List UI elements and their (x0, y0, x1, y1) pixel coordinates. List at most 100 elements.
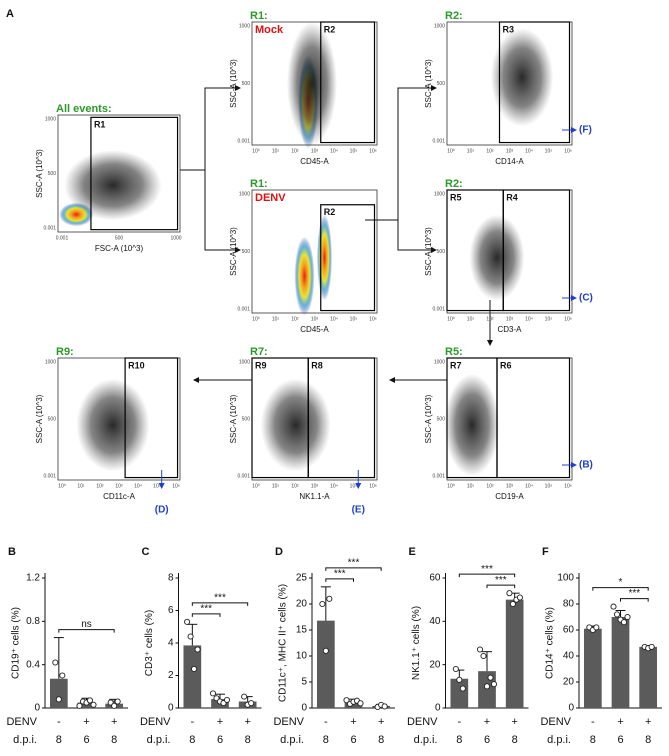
x-category-label: + (511, 716, 517, 728)
gate-label: R8 (311, 360, 323, 370)
x-category-label: - (190, 716, 194, 728)
x-tick-label: 10¹ (77, 483, 85, 489)
y-tick-label: 0.001 (237, 306, 250, 312)
data-point (509, 600, 516, 608)
x-category-label: + (83, 716, 89, 728)
x-axis-label: CD45-A (300, 325, 329, 334)
plot-frame (251, 189, 378, 314)
gate-label: R9 (255, 360, 267, 370)
panel-label: E (409, 546, 416, 558)
data-point (613, 611, 621, 618)
x-axis-label: CD11c-A (103, 492, 136, 501)
data-point (184, 618, 191, 625)
density-cloud (317, 214, 332, 301)
x-tick-label: 500 (115, 235, 124, 241)
y-axis-label: SSC-A (10^3) (35, 149, 44, 198)
gate-label: R1 (94, 120, 106, 130)
x-tick-label: 10⁵ (350, 148, 358, 154)
x-tick-label: 10² (486, 148, 494, 154)
y-axis-label: CD14⁺ cells (%) (545, 607, 556, 679)
plot-frame (57, 114, 181, 233)
y-tick-label: 0.001 (432, 138, 445, 144)
data-point (459, 685, 466, 692)
data-point (194, 646, 201, 653)
row-label: DENV (540, 716, 571, 728)
y-tick-label: 0.001 (237, 138, 250, 144)
gate (320, 21, 376, 144)
sample-label: DENV (255, 192, 286, 204)
y-axis-label: SSC-A (10^3) (229, 59, 238, 108)
y-tick-label: 0.4 (26, 659, 40, 670)
data-point (476, 646, 484, 653)
bar (450, 678, 469, 708)
x-tick-label: 10⁰ (252, 316, 260, 322)
y-tick-label: 20 (429, 659, 441, 670)
data-point (456, 676, 463, 683)
y-tick-label: 5 (301, 677, 307, 688)
y-tick-label: 0.001 (43, 225, 56, 231)
x-category-label: - (324, 716, 328, 728)
gate (502, 189, 571, 312)
x-tick-label: 10⁰ (58, 483, 66, 489)
x-tick-label: 10³ (506, 148, 514, 154)
row-label: DENV (407, 716, 438, 728)
x-tick-label: 10³ (115, 483, 123, 489)
panel-label: B (8, 546, 16, 558)
data-point (624, 613, 631, 621)
arrow-label: (F) (579, 125, 592, 136)
gate-label: R10 (128, 360, 145, 370)
x-tick-label: 10⁵ (545, 316, 553, 322)
x-dpi-label: 8 (189, 734, 195, 746)
x-tick-label: 10¹ (467, 316, 475, 322)
x-axis-label: CD45-A (300, 157, 329, 166)
x-tick-label: 10¹ (272, 148, 280, 154)
y-tick-label: 15 (296, 625, 308, 636)
x-tick-label: 10⁴ (330, 148, 338, 154)
y-tick-label: 500 (242, 416, 251, 422)
x-dpi-label: 8 (323, 734, 329, 746)
plot-title: R1: (250, 178, 268, 190)
data-point (241, 693, 248, 700)
row-label: DENV (140, 716, 171, 728)
y-tick-label: 2 (168, 670, 174, 681)
x-tick-label: 10² (486, 483, 494, 489)
x-category-label: + (111, 716, 117, 728)
x-category-label: + (484, 716, 490, 728)
x-tick-label: 10⁰ (252, 148, 260, 154)
x-dpi-label: 8 (645, 734, 651, 746)
x-dpi-label: 8 (512, 734, 518, 746)
data-point (114, 698, 121, 705)
panel-label: C (142, 546, 150, 558)
arrow-label: (B) (579, 460, 593, 471)
x-tick-label: 10³ (506, 483, 514, 489)
x-axis-label: NK1.1-A (299, 492, 330, 501)
x-tick-label: 10⁶ (369, 316, 377, 322)
bar (344, 701, 363, 708)
sample-label: Mock (255, 24, 284, 36)
x-tick-label: 10⁰ (447, 483, 455, 489)
x-tick-label: 10⁶ (564, 316, 572, 322)
y-tick-label: 1000 (434, 191, 445, 197)
x-dpi-label: 8 (456, 734, 462, 746)
data-point (209, 690, 217, 697)
y-tick-label: 500 (48, 416, 57, 422)
x-tick-label: 10³ (311, 316, 319, 322)
y-tick-label: 40 (563, 651, 575, 662)
x-category-label: + (617, 716, 623, 728)
y-tick-label: 0.001 (432, 473, 445, 479)
plot-frame (251, 21, 378, 146)
gate (307, 357, 376, 479)
x-dpi-label: 8 (378, 734, 384, 746)
x-tick-label: 10⁰ (252, 483, 260, 489)
x-dpi-label: 8 (590, 734, 596, 746)
gate (320, 204, 376, 312)
y-tick-label: 1000 (239, 23, 250, 29)
x-tick-label: 10² (291, 148, 299, 154)
x-tick-label: 10⁴ (525, 316, 533, 322)
gate-label: R3 (503, 24, 515, 34)
y-tick-label: 0 (568, 703, 574, 714)
x-tick-label: 10⁴ (525, 483, 533, 489)
x-tick-label: 10⁶ (172, 483, 180, 489)
